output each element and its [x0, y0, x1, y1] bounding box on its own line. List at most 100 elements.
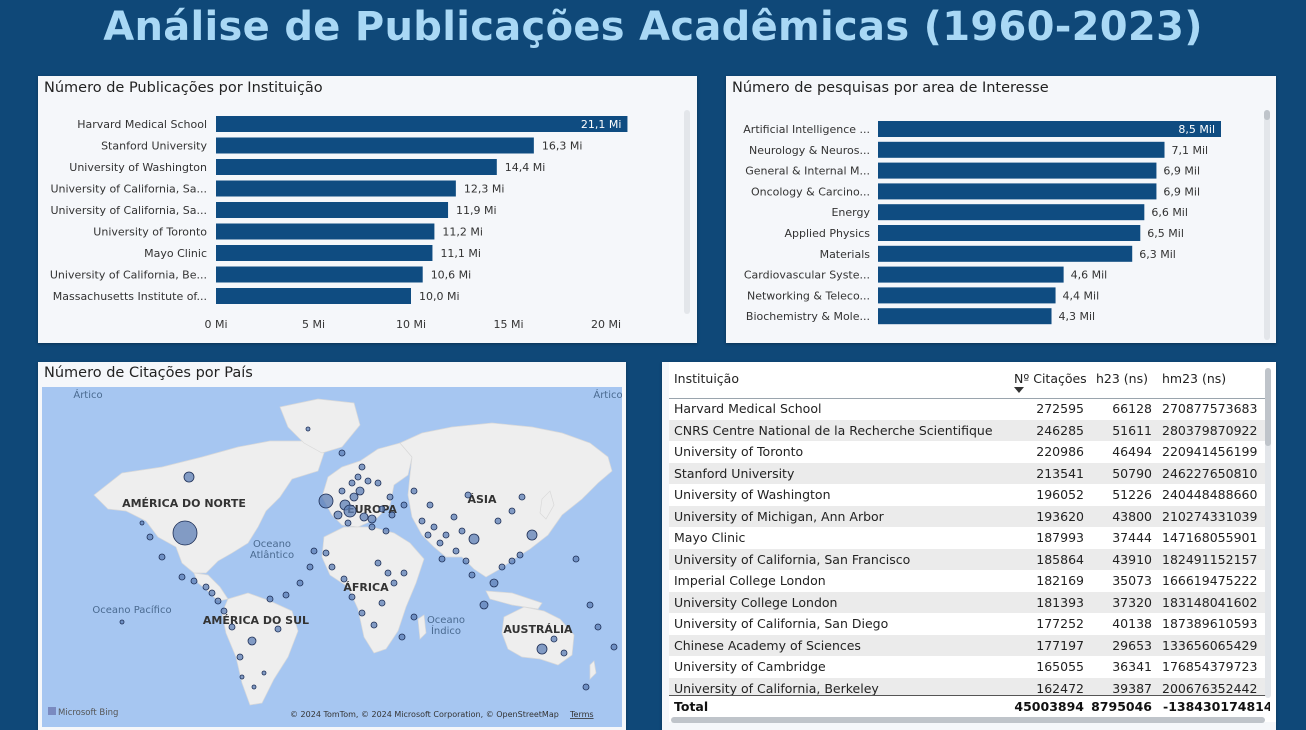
table-vertical-scrollbar-thumb[interactable]: [1265, 368, 1271, 446]
madagascar-land: [417, 614, 427, 640]
citation-bubble: [386, 493, 394, 501]
world-map[interactable]: OceanoÁrtico OceanoÁrtico AMÉRICA DO NORTE…: [42, 387, 622, 727]
citation-bubble: [364, 477, 372, 485]
cell-hm23: 280379870922: [1162, 422, 1258, 438]
area-bar: [878, 245, 1133, 262]
cell-citations: 196052: [1036, 487, 1084, 502]
area-value-label: 6,5 Mil: [1147, 227, 1184, 240]
areas-scrollbar[interactable]: [1264, 110, 1270, 340]
citation-bubble: [610, 643, 618, 651]
area-value-label: 4,4 Mil: [1063, 289, 1100, 302]
citation-bubble: [398, 633, 406, 641]
citation-bubble: [462, 557, 470, 565]
areas-chart-card[interactable]: Número de pesquisas por area de Interess…: [726, 76, 1276, 343]
col-header-institution[interactable]: Instituição: [674, 371, 739, 386]
citation-bubble: [374, 559, 382, 567]
table-row[interactable]: University of California, Berkeley 162472…: [669, 677, 1269, 699]
inst-bar: [216, 288, 411, 304]
cell-institution: Chinese Academy of Sciences: [674, 637, 861, 653]
table-vertical-scrollbar[interactable]: [1265, 368, 1271, 698]
areas-scrollbar-thumb[interactable]: [1264, 110, 1270, 120]
institutions-scrollbar[interactable]: [684, 110, 690, 314]
cell-citations: 187993: [1036, 530, 1084, 545]
citation-bubble: [418, 517, 426, 525]
citation-bubble: [208, 589, 216, 597]
inst-category-label: Mayo Clinic: [144, 247, 207, 260]
table-row[interactable]: University of Washington 196052 51226 24044…: [669, 484, 1269, 506]
cell-citations: 213541: [1036, 465, 1084, 481]
table-row[interactable]: Mayo Clinic 187993 37444 147168055901: [669, 527, 1269, 549]
citation-bubble: [516, 551, 524, 559]
citation-bubble: [266, 595, 274, 603]
inst-category-label: University of Washington: [69, 161, 207, 174]
areas-chart-title: Número de pesquisas por area de Interess…: [732, 80, 1049, 96]
table-row[interactable]: Harvard Medical School 272595 66128 2708775…: [669, 398, 1269, 420]
col-header-citations[interactable]: Nº Citações: [1014, 371, 1087, 386]
cell-h23: 29653: [1112, 637, 1152, 653]
citation-bubble: [382, 527, 390, 535]
cell-h23: 36341: [1112, 659, 1152, 674]
citation-bubble: [172, 520, 198, 546]
citation-bubble: [328, 563, 336, 571]
cell-institution: Mayo Clinic: [674, 530, 746, 545]
citation-bubble: [436, 539, 444, 547]
inst-category-label: Massachusetts Institute of...: [53, 290, 207, 303]
cell-institution: Harvard Medical School: [674, 401, 822, 416]
col-header-hm23[interactable]: hm23 (ns): [1162, 371, 1227, 386]
cell-h23: 43800: [1112, 508, 1152, 524]
table-row[interactable]: University of Michigan, Ann Arbor 193620 4…: [669, 505, 1269, 527]
table-row[interactable]: University of California, San Francisco 1…: [669, 548, 1269, 570]
cell-institution: University of California, Berkeley: [674, 680, 879, 696]
cell-citations: 220986: [1036, 444, 1084, 459]
area-bar: [878, 287, 1056, 304]
map-attribution[interactable]: © 2024 TomTom, © 2024 Microsoft Corporat…: [290, 710, 559, 719]
north-america-land: [93, 440, 325, 574]
citation-bubble: [498, 563, 506, 571]
table-row[interactable]: University of California, San Diego 17725…: [669, 613, 1269, 635]
map-terms-link[interactable]: Terms: [569, 710, 594, 719]
area-value-label: 6,9 Mil: [1163, 165, 1200, 178]
table-row[interactable]: University College London 181393 37320 1831…: [669, 591, 1269, 613]
table-row[interactable]: Stanford University 213541 50790 2462276508…: [669, 462, 1269, 484]
citation-bubble: [367, 514, 377, 524]
citation-bubble: [354, 473, 362, 481]
map-card[interactable]: Número de Citações por País OceanoÁrtico…: [38, 362, 626, 730]
citation-bubble: [348, 479, 356, 487]
cell-institution: University of California, San Francisco: [674, 551, 911, 567]
citation-bubble: [438, 555, 446, 563]
inst-bar: [216, 159, 497, 175]
area-bar: [878, 308, 1052, 325]
map-title: Número de Citações por País: [44, 365, 253, 381]
cell-citations: 185864: [1036, 551, 1084, 567]
citation-bubble: [442, 531, 450, 539]
citation-bubble: [479, 600, 489, 610]
citation-bubble: [306, 563, 314, 571]
bing-logo-icon: [48, 707, 56, 715]
citation-bubble: [370, 621, 378, 629]
institutions-chart-card[interactable]: Número de Publicações por Instituição Ha…: [38, 76, 697, 343]
citation-bubble: [526, 529, 538, 541]
table-row[interactable]: CNRS Centre National de la Recherche Sci…: [669, 419, 1269, 441]
table-row[interactable]: University of Cambridge 165055 36341 176854…: [669, 656, 1269, 678]
map-label-pacific: Oceano Pacífico: [92, 604, 171, 616]
map-label-south-america: AMÉRICA DO SUL: [203, 614, 309, 627]
citation-bubble: [400, 501, 408, 509]
cell-citations: 193620: [1036, 508, 1084, 524]
indonesia-land: [485, 590, 543, 610]
institutions-bar-chart: Harvard Medical School 21,1 Mi Stanford Un…: [50, 116, 628, 331]
table-horizontal-scrollbar-thumb[interactable]: [671, 717, 1265, 723]
citation-bubble: [560, 649, 568, 657]
cell-h23: 51226: [1112, 487, 1152, 502]
table-row[interactable]: Chinese Academy of Sciences 177197 29653 13…: [669, 634, 1269, 656]
citation-bubble: [494, 517, 502, 525]
inst-bar: [216, 266, 423, 283]
table-row[interactable]: University of Toronto 220986 46494 22094145…: [669, 441, 1269, 463]
sort-desc-icon[interactable]: [1014, 387, 1024, 393]
citation-bubble: [410, 487, 418, 495]
citation-bubble: [582, 683, 590, 691]
table-row[interactable]: Imperial College London 182169 35073 166619…: [669, 570, 1269, 592]
citation-bubble: [550, 635, 558, 643]
cell-institution: University of Toronto: [674, 444, 804, 459]
area-bar: [878, 266, 1064, 283]
col-header-h23[interactable]: h23 (ns): [1096, 371, 1148, 386]
